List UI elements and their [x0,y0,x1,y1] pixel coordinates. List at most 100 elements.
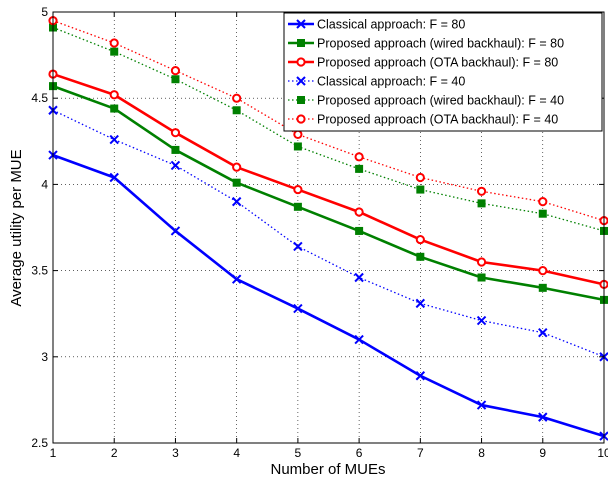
data-point [170,66,181,76]
data-point [170,128,181,138]
marker-stroke [231,196,242,207]
marker-stroke [170,160,181,171]
data-point [231,274,242,284]
data-point [293,241,303,252]
data-point [231,196,242,207]
data-point [354,207,364,217]
data-point [415,234,425,245]
data-point [109,90,119,100]
data-point [538,412,548,422]
data-point [538,283,547,292]
legend-entry: Proposed approach (wired backhaul): F = … [288,37,564,51]
data-point [476,186,487,196]
legend-label: Proposed approach (wired backhaul): F = … [317,94,564,108]
marker-stroke [296,76,306,86]
legend-box [283,12,603,132]
marker-stroke [293,303,303,314]
data-point [293,202,302,211]
marker-stroke [293,241,303,252]
y-tick-label: 3 [41,350,48,364]
series-line [52,84,605,302]
x-tick-label: 9 [539,446,546,460]
legend-entry: Classical approach: F = 80 [288,18,465,32]
marker-stroke [415,298,426,309]
legend-label: Proposed approach (OTA backhaul): F = 80 [317,56,558,70]
x-axis-label: Number of MUEs [270,461,385,478]
marker-stroke [354,334,364,345]
data-point [354,334,364,345]
legend-marker [296,114,306,124]
y-tick-label: 4 [41,177,48,191]
data-point [109,134,119,145]
series-2 [49,82,608,304]
x-tick-label: 7 [417,446,424,460]
x-tick-label: 5 [295,446,302,460]
series-line [52,109,605,358]
data-point [171,75,180,84]
data-point [415,371,426,381]
marker-stroke [476,315,487,326]
data-point [293,129,303,140]
marker-stroke [296,19,306,29]
data-point [110,47,119,56]
data-point [476,400,487,410]
x-tick-label: 8 [478,446,485,460]
data-point [415,298,426,309]
x-tick-label: 6 [356,446,363,460]
legend-label: Classical approach: F = 40 [317,75,465,89]
data-point [538,209,547,218]
x-tick-label: 4 [233,446,240,460]
series-3 [48,69,608,289]
legend-entry: Proposed approach (wired backhaul): F = … [288,94,564,108]
series-line [52,72,605,286]
plot-frame [52,11,605,444]
marker-stroke [109,172,119,183]
legend-marker [296,76,306,86]
data-point [416,185,425,194]
x-tick-label: 2 [111,446,118,460]
marker-stroke [476,400,487,410]
y-axis-label: Average utility per MUE [8,149,25,306]
legend-marker [297,39,305,47]
data-point [232,93,242,103]
data-point [109,38,119,48]
data-point [232,162,242,172]
legend-label: Proposed approach (wired backhaul): F = … [317,37,564,51]
data-point [293,303,303,314]
data-point [109,172,119,183]
data-point [538,266,548,276]
legend-marker [297,96,305,104]
marker-stroke [109,134,119,145]
legend-entry: Proposed approach (OTA backhaul): F = 40 [288,113,558,127]
series-line [52,26,605,232]
legend: Classical approach: F = 80 Proposed appro… [283,12,603,132]
legend-entry: Proposed approach (OTA backhaul): F = 80 [288,56,558,70]
y-tick-label: 4.5 [31,91,48,105]
y-tick-label: 5 [41,5,48,19]
data-point [170,226,181,236]
axis-ticks: 1 2 3 4 5 6 7 8 9 10 2.5 3 3.5 4 4.5 5 [31,5,608,460]
legend-entry: Classical approach: F = 40 [288,75,465,89]
legend-label: Classical approach: F = 80 [317,18,465,32]
data-point [355,164,364,173]
data-point [354,272,364,283]
marker-stroke [538,412,548,422]
data-point [171,145,180,154]
data-point [293,142,302,151]
data-point [232,106,241,115]
data-point [416,252,425,261]
legend-marker [296,19,306,29]
data-point [110,104,119,113]
data-point [476,315,487,326]
x-tick-label: 10 [597,446,608,460]
x-tick-label: 1 [50,446,57,460]
y-tick-label: 3.5 [31,264,48,278]
marker-stroke [415,371,426,381]
data-point [293,184,303,195]
data-point [538,197,548,207]
data-point [415,172,425,183]
data-point [477,273,486,282]
series-line [52,153,605,438]
data-point [232,178,241,187]
